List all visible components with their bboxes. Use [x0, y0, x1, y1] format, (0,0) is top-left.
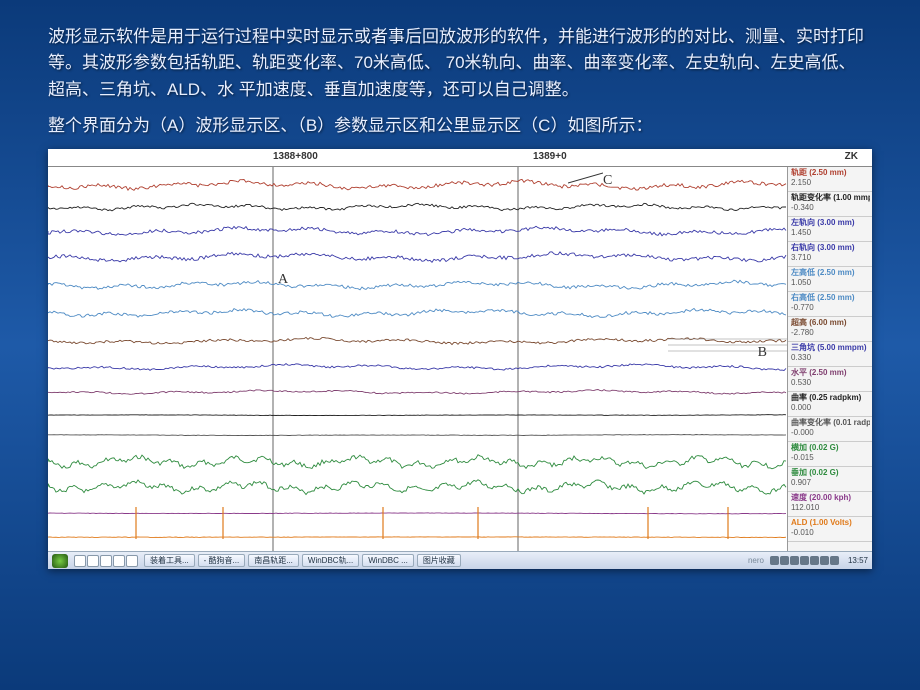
- start-button[interactable]: [52, 554, 68, 568]
- clock: 13:57: [845, 556, 868, 565]
- description-para1: 波形显示软件是用于运行过程中实时显示或者事后回放波形的软件，并能进行波形的的对比…: [48, 24, 872, 103]
- taskbar-button[interactable]: 图片收藏: [417, 554, 461, 567]
- legend-item[interactable]: 超高 (6.00 mm)-2.780: [788, 317, 872, 342]
- legend-value: 0.907: [791, 478, 870, 488]
- legend-item[interactable]: 左高低 (2.50 mm)1.050: [788, 267, 872, 292]
- waveform-area[interactable]: A B C: [48, 167, 787, 551]
- km-marker-1: 1388+800: [273, 151, 318, 162]
- description-para2: 整个界面分为（A）波形显示区、（B）参数显示区和公里显示区（C）如图所示：: [48, 113, 872, 139]
- taskbar[interactable]: 装着工具...- 酷狗音...南昌轨距...WinDBC轨...WinDBC .…: [48, 551, 872, 569]
- legend-name: 左轨向 (3.00 mm): [791, 218, 870, 228]
- legend-item[interactable]: 右高低 (2.50 mm)-0.770: [788, 292, 872, 317]
- taskbar-button[interactable]: - 酷狗音...: [198, 554, 246, 567]
- region-label-b: B: [758, 345, 767, 361]
- legend-item[interactable]: 轨距变化率 (1.00 mmpm)-0.340: [788, 192, 872, 217]
- region-label-c: C: [603, 173, 612, 189]
- brand-label: nero: [748, 556, 764, 565]
- ql-icon[interactable]: [113, 555, 125, 567]
- legend-item[interactable]: 三角坑 (5.00 mmpm)0.330: [788, 342, 872, 367]
- legend-name: 横加 (0.02 G): [791, 443, 870, 453]
- ql-icon[interactable]: [87, 555, 99, 567]
- legend-item[interactable]: ALD (1.00 Volts)-0.010: [788, 517, 872, 542]
- legend-name: 轨距变化率 (1.00 mmpm): [791, 193, 870, 203]
- ql-icon[interactable]: [126, 555, 138, 567]
- quick-launch[interactable]: [74, 555, 138, 567]
- legend-value: -0.770: [791, 303, 870, 313]
- legend-item[interactable]: 曲率 (0.25 radpkm)0.000: [788, 392, 872, 417]
- legend-value: 3.710: [791, 253, 870, 263]
- legend-value: -0.010: [791, 528, 870, 538]
- tray-icon[interactable]: [800, 556, 809, 565]
- region-label-a: A: [278, 272, 288, 288]
- legend-value: 0.530: [791, 378, 870, 388]
- tray-icon[interactable]: [780, 556, 789, 565]
- system-tray[interactable]: [770, 556, 839, 565]
- legend-value: -0.340: [791, 203, 870, 213]
- legend-value: 1.450: [791, 228, 870, 238]
- legend-item[interactable]: 垂加 (0.02 G)0.907: [788, 467, 872, 492]
- tray-icon[interactable]: [830, 556, 839, 565]
- taskbar-button[interactable]: 装着工具...: [144, 554, 195, 567]
- taskbar-button[interactable]: 南昌轨距...: [248, 554, 299, 567]
- legend-item[interactable]: 速度 (20.00 kph)112.010: [788, 492, 872, 517]
- c-pointer-line: [568, 171, 603, 185]
- kilometer-header: 1388+800 1389+0 ZK: [48, 149, 872, 167]
- legend-value: 112.010: [791, 503, 870, 513]
- tray-icon[interactable]: [820, 556, 829, 565]
- slide: 波形显示软件是用于运行过程中实时显示或者事后回放波形的软件，并能进行波形的的对比…: [0, 0, 920, 569]
- legend-name: 右轨向 (3.00 mm): [791, 243, 870, 253]
- legend-value: 0.330: [791, 353, 870, 363]
- km-marker-2: 1389+0: [533, 151, 567, 162]
- ql-icon[interactable]: [100, 555, 112, 567]
- legend-name: ALD (1.00 Volts): [791, 518, 870, 528]
- legend-name: 速度 (20.00 kph): [791, 493, 870, 503]
- tray-icon[interactable]: [810, 556, 819, 565]
- tray-icon[interactable]: [790, 556, 799, 565]
- legend-value: -2.780: [791, 328, 870, 338]
- legend-name: 右高低 (2.50 mm): [791, 293, 870, 303]
- legend-name: 垂加 (0.02 G): [791, 468, 870, 478]
- app-screenshot: 1388+800 1389+0 ZK A B C 轨距 (2.50 mm)2.1…: [48, 149, 872, 569]
- legend-name: 水平 (2.50 mm): [791, 368, 870, 378]
- legend-value: 1.050: [791, 278, 870, 288]
- legend-name: 轨距 (2.50 mm): [791, 168, 870, 178]
- taskbar-buttons: 装着工具...- 酷狗音...南昌轨距...WinDBC轨...WinDBC .…: [144, 554, 461, 567]
- legend-item[interactable]: 横加 (0.02 G)-0.015: [788, 442, 872, 467]
- legend-name: 超高 (6.00 mm): [791, 318, 870, 328]
- legend-value: -0.000: [791, 428, 870, 438]
- legend-name: 曲率 (0.25 radpkm): [791, 393, 870, 403]
- legend-name: 曲率变化率 (0.01 radpkm): [791, 418, 870, 428]
- legend-item[interactable]: 水平 (2.50 mm)0.530: [788, 367, 872, 392]
- taskbar-button[interactable]: WinDBC ...: [362, 554, 414, 567]
- legend-item[interactable]: 轨距 (2.50 mm)2.150: [788, 167, 872, 192]
- legend-item[interactable]: 曲率变化率 (0.01 radpkm)-0.000: [788, 417, 872, 442]
- parameter-panel: 轨距 (2.50 mm)2.150轨距变化率 (1.00 mmpm)-0.340…: [787, 167, 872, 551]
- legend-name: 三角坑 (5.00 mmpm): [791, 343, 870, 353]
- legend-value: 2.150: [791, 178, 870, 188]
- waveform-svg: [48, 167, 787, 551]
- zoom-label: ZK: [845, 151, 858, 162]
- legend-value: 0.000: [791, 403, 870, 413]
- legend-name: 左高低 (2.50 mm): [791, 268, 870, 278]
- taskbar-button[interactable]: WinDBC轨...: [302, 554, 359, 567]
- ql-icon[interactable]: [74, 555, 86, 567]
- legend-item[interactable]: 左轨向 (3.00 mm)1.450: [788, 217, 872, 242]
- legend-item[interactable]: 右轨向 (3.00 mm)3.710: [788, 242, 872, 267]
- legend-value: -0.015: [791, 453, 870, 463]
- tray-icon[interactable]: [770, 556, 779, 565]
